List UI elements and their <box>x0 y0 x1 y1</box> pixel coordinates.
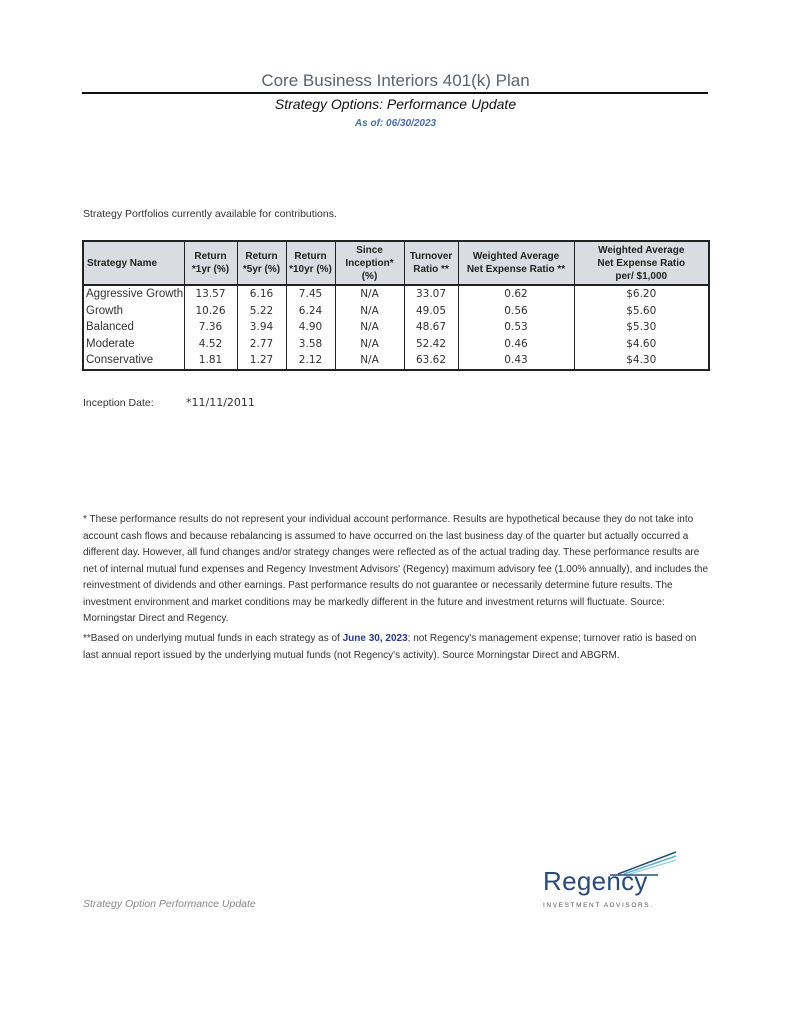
value-cell: N/A <box>334 285 405 303</box>
value-cell: 33.07 <box>403 285 459 303</box>
column-header-line: *5yr (%) <box>242 264 281 275</box>
column-header-line: Since <box>356 244 383 256</box>
column-header-line: Turnover <box>409 251 453 262</box>
column-header-line: *10yr (%) <box>289 264 332 275</box>
value-cell: 7.36 <box>183 319 238 336</box>
column-header-line: Inception* (%) <box>345 257 394 282</box>
expense-footnote: **Based on underlying mutual funds in ea… <box>83 631 713 664</box>
column-header-line: Net Expense Ratio <box>597 257 686 269</box>
value-cell: N/A <box>334 319 405 336</box>
table-header-row: Strategy Name Return *1yr (%) Return *5yr (%… <box>82 240 710 286</box>
table-row: Growth 10.26 5.22 6.24 N/A 49.05 0.56 $5.60 <box>82 302 710 319</box>
plan-title: Core Business Interiors 401(k) Plan <box>261 71 530 90</box>
value-cell: 0.56 <box>457 302 575 319</box>
value-cell: 49.05 <box>403 302 459 319</box>
value-cell: 2.77 <box>236 335 287 352</box>
value-cell: 2.12 <box>285 352 336 370</box>
column-header-line: Net Expense Ratio ** <box>466 264 566 275</box>
column-header-line: Return <box>194 251 227 262</box>
footnote-text: **Based on underlying mutual funds in ea… <box>83 633 343 644</box>
footnote-date: June 30, 2023 <box>342 633 408 644</box>
table-row: Aggressive Growth 13.57 6.16 7.45 N/A 33.07 0.… <box>82 285 710 303</box>
table-row: Moderate 4.52 2.77 3.58 N/A 52.42 0.46 $4.60 <box>82 335 710 352</box>
column-header-line: Strategy Name <box>87 257 158 269</box>
value-cell: $4.30 <box>573 352 710 370</box>
column-header: Return *1yr (%) <box>183 240 238 286</box>
strategy-name-cell: Balanced <box>82 319 185 336</box>
value-cell: 63.62 <box>403 352 459 370</box>
value-cell: 1.27 <box>236 352 287 370</box>
page-subtitle: Strategy Options: Performance Update <box>274 96 517 112</box>
inception-date-value: *11/11/2011 <box>186 396 255 409</box>
column-header: Since Inception* (%) <box>334 240 405 286</box>
value-cell: 0.46 <box>457 335 575 352</box>
wing-icon <box>610 851 677 876</box>
column-header: Return *10yr (%) <box>285 240 336 286</box>
value-cell: N/A <box>334 335 405 352</box>
column-header-line: Weighted Average <box>598 244 685 256</box>
value-cell: $4.60 <box>573 335 710 352</box>
strategy-name-cell: Moderate <box>82 335 185 352</box>
value-cell: $5.30 <box>573 319 710 336</box>
strategy-name-cell: Growth <box>82 302 185 319</box>
column-header: Weighted Average Net Expense Ratio per/ $1… <box>573 240 710 286</box>
intro-text: Strategy Portfolios currently available … <box>83 208 337 220</box>
value-cell: 0.53 <box>457 319 575 336</box>
value-cell: 3.58 <box>285 335 336 352</box>
value-cell: 1.81 <box>183 352 238 370</box>
column-header-line: Ratio ** <box>413 264 449 275</box>
logo-name: Regency <box>543 866 648 896</box>
column-header: Strategy Name <box>82 240 185 286</box>
as-of-date: As of: 06/30/2023 <box>354 118 437 129</box>
value-cell: 3.94 <box>236 319 287 336</box>
regency-logo: Regency INVESTMENT ADVISORS. <box>540 848 680 913</box>
value-cell: 48.67 <box>403 319 459 336</box>
value-cell: 52.42 <box>403 335 459 352</box>
column-header-line: Return <box>294 251 327 262</box>
column-header: Weighted Average Net Expense Ratio ** <box>457 240 575 286</box>
page-footer: Strategy Option Performance Update <box>83 898 256 910</box>
column-header-line: Return <box>245 251 278 262</box>
performance-disclaimer: * These performance results do not repre… <box>83 514 709 624</box>
value-cell: 0.43 <box>457 352 575 370</box>
value-cell: 13.57 <box>183 285 238 303</box>
column-header-line: Weighted Average <box>472 251 560 262</box>
column-header-line: *1yr (%) <box>191 264 230 275</box>
strategy-name-cell: Conservative <box>82 352 185 370</box>
value-cell: 4.90 <box>285 319 336 336</box>
value-cell: 6.24 <box>285 302 336 319</box>
performance-table: Strategy Name Return *1yr (%) Return *5yr (%… <box>82 240 710 371</box>
column-header-line: per/ $1,000 <box>615 270 668 282</box>
footnote-text: ; not Regency's management expense; turn… <box>83 633 697 661</box>
value-cell: 5.22 <box>236 302 287 319</box>
value-cell: 6.16 <box>236 285 287 303</box>
table-row: Conservative 1.81 1.27 2.12 N/A 63.62 0.43 $4.3… <box>82 352 710 370</box>
value-cell: 10.26 <box>183 302 238 319</box>
column-header: Return *5yr (%) <box>236 240 287 286</box>
value-cell: 0.62 <box>457 285 575 303</box>
title-divider <box>82 92 708 94</box>
value-cell: 4.52 <box>183 335 238 352</box>
table-row: Balanced 7.36 3.94 4.90 N/A 48.67 0.53 $5.30 <box>82 319 710 336</box>
logo-tagline: INVESTMENT ADVISORS. <box>543 902 654 909</box>
strategy-name-cell: Aggressive Growth <box>82 285 185 303</box>
value-cell: 7.45 <box>285 285 336 303</box>
value-cell: N/A <box>334 302 405 319</box>
value-cell: $5.60 <box>573 302 710 319</box>
value-cell: N/A <box>334 352 405 370</box>
inception-date-label: Inception Date: <box>83 397 154 409</box>
column-header: Turnover Ratio ** <box>403 240 459 286</box>
value-cell: $6.20 <box>573 285 710 303</box>
